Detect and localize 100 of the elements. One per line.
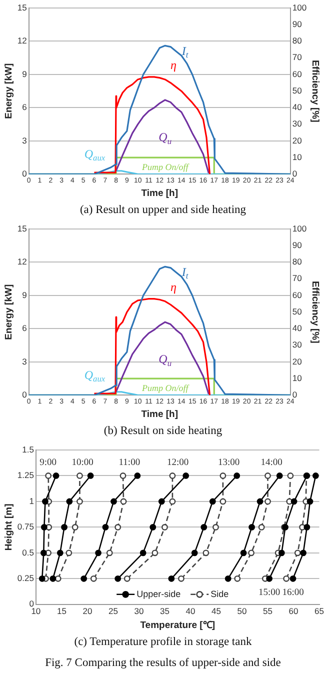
series-label: η bbox=[170, 280, 176, 294]
point bbox=[200, 524, 208, 530]
x-axis-title: Temperature [℃] bbox=[140, 620, 216, 631]
y2-tick-label: 30 bbox=[292, 118, 302, 129]
x-tick-label: 35 bbox=[160, 606, 170, 616]
point bbox=[56, 550, 64, 556]
point bbox=[76, 472, 83, 479]
annotation: 15:00 bbox=[258, 588, 280, 598]
point bbox=[209, 498, 216, 505]
text: (c) Temperature profile in storage tank bbox=[73, 635, 253, 650]
text: (a) Result on upper and side heating bbox=[78, 203, 248, 218]
annotation: 13:00 bbox=[218, 458, 240, 468]
x-tick-label: 20 bbox=[82, 606, 92, 616]
annotation: 14:00 bbox=[260, 458, 283, 468]
point bbox=[234, 575, 241, 582]
point bbox=[45, 472, 52, 479]
point bbox=[66, 550, 72, 556]
y-tick-label: 0.5 bbox=[22, 547, 34, 558]
point bbox=[72, 524, 78, 530]
point bbox=[50, 575, 56, 582]
point bbox=[162, 524, 168, 530]
y-tick-label: 9 bbox=[22, 290, 28, 300]
point bbox=[290, 498, 298, 505]
y-tick-label: 0.75 bbox=[17, 522, 34, 532]
x-tick-label: 60 bbox=[288, 606, 299, 616]
annotation: 9:00 bbox=[40, 458, 57, 468]
y-tick-label: 3 bbox=[22, 135, 28, 146]
point bbox=[76, 498, 83, 505]
y2-tick-label: 50 bbox=[292, 306, 302, 316]
y-tick-label: 1.5 bbox=[22, 444, 34, 454]
y-tick-label: 0.25 bbox=[17, 573, 34, 584]
annotation: 12:00 bbox=[167, 458, 189, 468]
annotation: 11:00 bbox=[118, 458, 140, 468]
series-label: Pump On/off bbox=[140, 382, 190, 393]
point bbox=[40, 550, 47, 556]
y2-tick-label: 80 bbox=[292, 36, 302, 46]
y2-tick-label: 20 bbox=[292, 356, 302, 366]
y-tick-label: 1.25 bbox=[17, 470, 34, 480]
point bbox=[294, 550, 301, 556]
y2-tick-label: 30 bbox=[292, 340, 302, 350]
y2-tick-label: 80 bbox=[292, 256, 302, 267]
annotation: 16:00 bbox=[282, 588, 304, 598]
y2-tick-label: 40 bbox=[292, 102, 302, 112]
y-tick-label: 1 bbox=[29, 496, 34, 506]
x-tick-label: 45 bbox=[212, 606, 222, 616]
point bbox=[124, 575, 130, 582]
point bbox=[114, 575, 122, 582]
point bbox=[114, 524, 122, 530]
point bbox=[256, 498, 264, 505]
y2-tick-label: 20 bbox=[292, 135, 302, 146]
point bbox=[212, 524, 219, 530]
point bbox=[102, 524, 109, 530]
y2-axis-title: Efficiency [%] bbox=[310, 60, 321, 122]
point bbox=[95, 550, 102, 556]
point bbox=[87, 472, 94, 479]
point bbox=[278, 550, 285, 556]
point bbox=[264, 498, 271, 505]
point bbox=[224, 575, 232, 582]
legend-label: Side bbox=[210, 588, 229, 599]
point bbox=[158, 498, 165, 505]
y-tick-label: 12 bbox=[17, 36, 28, 46]
point bbox=[202, 550, 210, 556]
y-tick-label: 6 bbox=[22, 102, 28, 112]
y-tick-label: 12 bbox=[17, 256, 28, 267]
y2-tick-label: 100 bbox=[292, 223, 307, 234]
point bbox=[40, 524, 48, 530]
y2-tick-label: 90 bbox=[292, 240, 302, 250]
caption: Fig. 7 Comparing the results of upper-side and side bbox=[44, 656, 282, 671]
point bbox=[120, 498, 127, 505]
annotation: 10:00 bbox=[72, 458, 94, 468]
x-tick-label: 15 bbox=[56, 606, 67, 616]
y2-tick-label: 90 bbox=[292, 18, 302, 29]
point bbox=[248, 524, 255, 530]
point bbox=[220, 498, 226, 505]
y2-tick-label: 10 bbox=[292, 152, 302, 162]
x-axis-title: Time [h] bbox=[141, 408, 178, 420]
point bbox=[276, 472, 283, 479]
point bbox=[110, 498, 117, 505]
y-tick-label: 9 bbox=[22, 68, 28, 79]
y2-tick-label: 70 bbox=[292, 52, 302, 62]
y-axis-title: Energy [kW] bbox=[3, 63, 14, 119]
x-tick-label: 40 bbox=[186, 606, 196, 616]
y2-tick-label: 100 bbox=[292, 2, 307, 12]
y-axis-title: Height [m] bbox=[3, 504, 14, 551]
point bbox=[287, 472, 294, 479]
point bbox=[290, 575, 296, 582]
point bbox=[312, 472, 319, 479]
point bbox=[220, 472, 226, 479]
x-tick-label: 50 bbox=[237, 606, 247, 616]
y2-tick-label: 10 bbox=[292, 372, 302, 383]
text: (b) Result on side heating bbox=[102, 424, 224, 439]
point bbox=[283, 575, 290, 582]
y2-axis-title: Efficiency [%] bbox=[310, 280, 321, 344]
point bbox=[306, 498, 314, 505]
y-tick-label: 3 bbox=[22, 356, 28, 366]
point bbox=[42, 498, 48, 505]
y2-tick-label: 70 bbox=[292, 273, 302, 284]
point bbox=[300, 550, 307, 556]
series-label: η bbox=[170, 58, 176, 72]
x-axis-title: Time [h] bbox=[141, 188, 178, 199]
